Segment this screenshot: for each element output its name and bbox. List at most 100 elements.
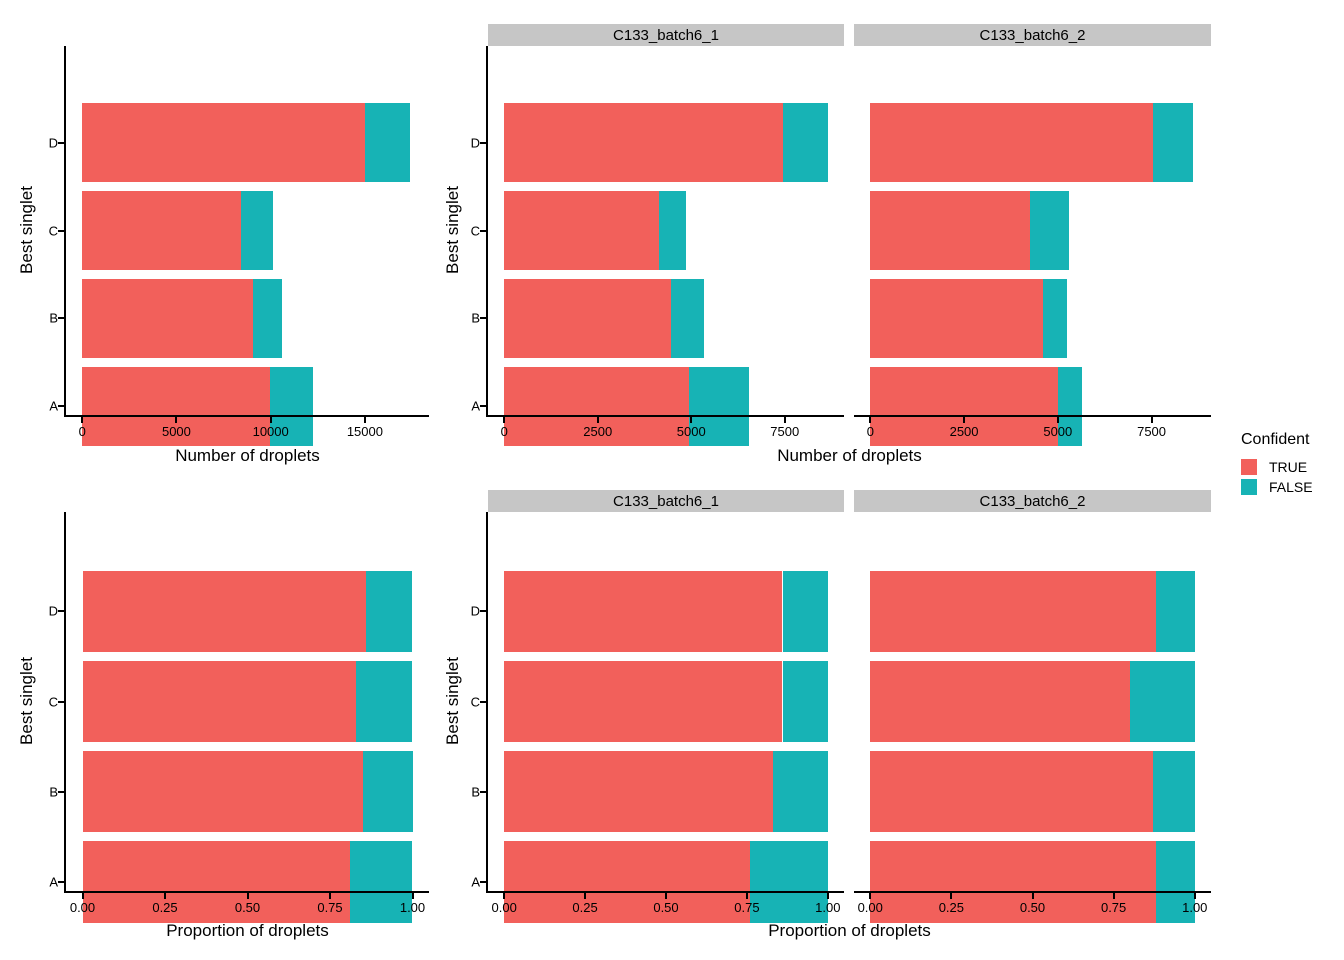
x-tick-label: 0.00 — [857, 900, 883, 915]
x-tick-mark — [1031, 893, 1034, 899]
facet-strip: C133_batch6_2 — [854, 490, 1211, 512]
x-tick-mark — [175, 417, 178, 423]
x-tick-mark — [950, 893, 953, 899]
bar-segment-B-false — [252, 278, 282, 358]
y-axis-tick-labels: D C B A — [442, 512, 480, 891]
x-tick-label: 1.00 — [399, 900, 426, 915]
legend-swatch-false — [1241, 479, 1257, 495]
bar-segment-D-true — [870, 103, 1154, 183]
y-tick-label: B — [49, 784, 58, 800]
x-tick-mark — [329, 893, 331, 899]
x-tick-label: 7500 — [770, 424, 800, 439]
x-tick-label: 0.00 — [491, 900, 517, 915]
x-axis-tick-labels: 0.00 0.25 0.50 0.75 1.00 — [488, 900, 844, 917]
x-tick-mark — [665, 893, 667, 899]
legend-label: TRUE — [1269, 459, 1308, 475]
bar-segment-A-true — [504, 366, 690, 446]
bar-segment-D-true — [504, 570, 783, 652]
x-tick-label: 0 — [500, 424, 508, 439]
x-tick-mark — [1056, 417, 1059, 423]
bar-segment-C-true — [504, 660, 783, 743]
y-tick-label: C — [470, 223, 480, 238]
x-tick-label: 5000 — [676, 424, 706, 439]
y-tick-mark — [480, 880, 486, 883]
x-tick-mark — [584, 893, 587, 899]
x-tick-label: 0.50 — [234, 900, 261, 915]
facet-strip: C133_batch6_2 — [854, 24, 1211, 46]
bar-segment-A-false — [750, 841, 828, 923]
x-axis-tick-labels: 0 2500 5000 7500 — [488, 424, 844, 441]
x-axis-line — [64, 415, 429, 417]
y-axis-line — [64, 46, 66, 417]
y-tick-mark — [58, 610, 64, 613]
legend-title: Confident — [1241, 431, 1310, 448]
legend-item-true: TRUE — [1241, 459, 1341, 475]
x-axis-tick-marks — [488, 417, 844, 423]
x-tick-mark — [1112, 893, 1115, 899]
y-tick-label: C — [48, 694, 58, 709]
bar-segment-B-true — [504, 751, 773, 833]
y-tick-label: B — [471, 310, 480, 326]
facet-strip: C133_batch6_1 — [488, 24, 844, 46]
bar-segment-D-false — [366, 570, 413, 652]
x-tick-mark — [826, 893, 829, 899]
x-tick-mark — [246, 893, 249, 899]
facet-strip-label: C133_batch6_2 — [979, 26, 1086, 44]
y-tick-mark — [480, 405, 486, 408]
bar-segment-B-false — [1042, 278, 1068, 358]
y-tick-label: D — [48, 603, 58, 619]
x-tick-mark — [269, 417, 272, 423]
x-tick-mark — [596, 417, 599, 423]
plot-panel-proportion-overall — [66, 512, 429, 923]
x-tick-label: 5000 — [161, 424, 191, 439]
plot-panel-counts-overall — [66, 46, 429, 446]
bar-segment-B-false — [1152, 751, 1195, 833]
x-axis-tick-labels: 0 5000 10000 15000 — [66, 424, 429, 441]
x-tick-mark — [690, 417, 693, 423]
x-tick-label: 0.75 — [317, 900, 343, 915]
bar-segment-C-false — [240, 190, 274, 271]
y-tick-mark — [58, 317, 64, 320]
bar-segment-A-true — [82, 841, 350, 923]
bar-segment-D-true — [82, 103, 365, 183]
plot-panel-proportion-batch1 — [488, 512, 844, 923]
y-tick-label: D — [48, 135, 58, 151]
x-axis-tick-marks — [854, 417, 1211, 423]
y-tick-mark — [58, 880, 64, 883]
x-axis-title: Proportion of droplets — [166, 921, 329, 940]
y-tick-mark — [480, 317, 486, 320]
x-tick-label: 0.25 — [938, 900, 965, 915]
bar-segment-C-true — [82, 660, 357, 743]
bar-segment-D-true — [870, 570, 1156, 652]
y-axis-tick-marks — [480, 512, 486, 891]
bar-segment-C-false — [356, 660, 413, 743]
bar-segment-B-true — [870, 751, 1153, 833]
x-tick-label: 7500 — [1137, 424, 1167, 439]
bar-segment-C-false — [659, 190, 686, 271]
bar-segment-C-false — [1129, 660, 1195, 743]
x-tick-label: 0.25 — [572, 900, 598, 915]
y-tick-mark — [480, 610, 486, 613]
x-tick-mark — [963, 417, 966, 423]
bar-segment-D-false — [1155, 570, 1195, 652]
bar-segment-A-false — [1155, 841, 1195, 923]
y-tick-label: A — [49, 874, 58, 890]
x-axis-tick-marks — [66, 417, 429, 423]
bar-segment-B-false — [772, 751, 828, 833]
bar-segment-C-true — [82, 190, 241, 271]
y-axis-tick-marks — [58, 512, 64, 891]
x-axis-tick-labels: 0.00 0.25 0.50 0.75 1.00 — [66, 900, 429, 917]
x-axis-tick-marks — [66, 893, 429, 899]
y-tick-mark — [480, 229, 486, 232]
plot-panel-counts-batch2 — [854, 46, 1211, 446]
y-axis-tick-labels: D C B A — [20, 46, 58, 415]
y-tick-mark — [58, 141, 64, 144]
plot-panel-counts-batch1 — [488, 46, 844, 446]
x-tick-label: 2500 — [583, 424, 613, 439]
x-tick-mark — [745, 893, 748, 899]
x-axis-line — [486, 415, 844, 417]
bar-segment-A-false — [349, 841, 413, 923]
x-tick-mark — [1150, 417, 1153, 423]
x-tick-label: 5000 — [1043, 424, 1073, 439]
